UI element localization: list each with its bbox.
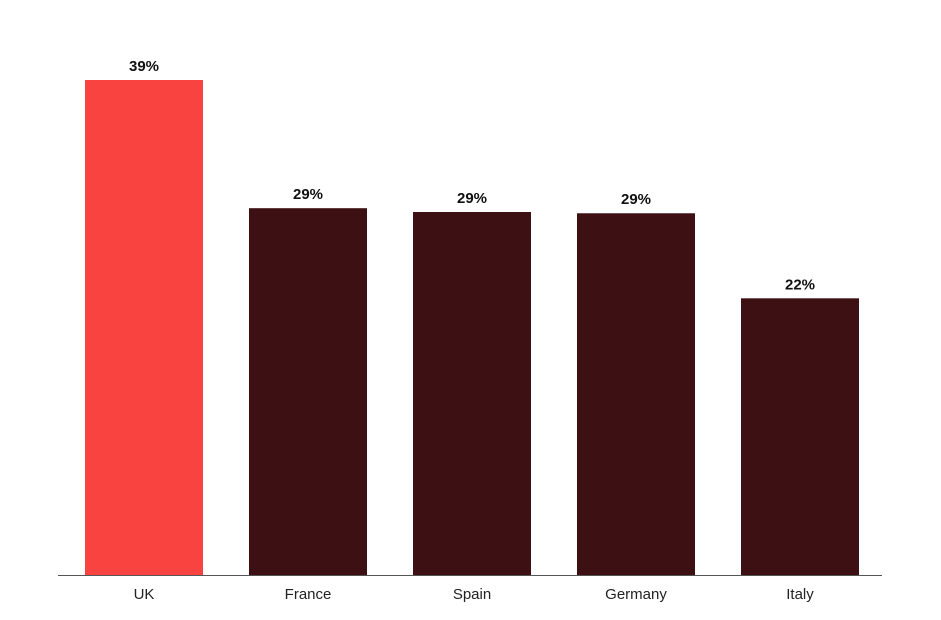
bar [413,212,531,575]
x-tick-label: UK [134,586,155,603]
bar [85,80,203,575]
x-tick-label: Spain [453,586,491,603]
bar [249,208,367,575]
bar [577,213,695,575]
x-tick-label: Germany [605,586,667,603]
value-label: 29% [293,186,323,203]
value-label: 22% [785,276,815,293]
bar [741,298,859,575]
value-label: 39% [129,58,159,75]
x-tick-label: Italy [786,586,814,603]
value-label: 29% [621,191,651,208]
x-tick-label: France [285,586,332,603]
value-label: 29% [457,190,487,207]
